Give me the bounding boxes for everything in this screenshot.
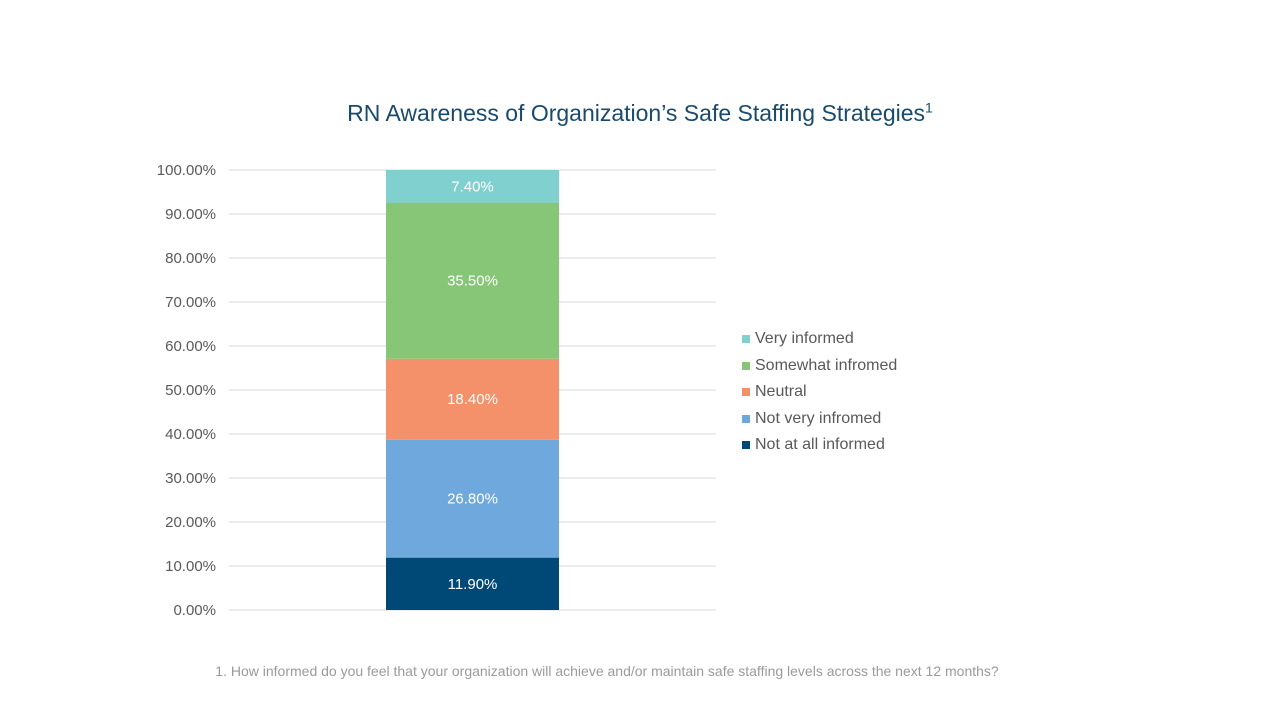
y-tick-label: 0.00% xyxy=(173,602,216,619)
data-label: 35.50% xyxy=(447,273,498,290)
footnote: 1. How informed do you feel that your or… xyxy=(215,663,999,679)
bar-segment xyxy=(386,358,559,440)
y-tick-label: 80.00% xyxy=(165,250,216,267)
legend-label: Very informed xyxy=(755,330,854,348)
legend-item: Not at all informed xyxy=(742,432,897,459)
data-label: 18.40% xyxy=(447,391,498,408)
y-tick-label: 30.00% xyxy=(165,470,216,487)
y-axis-tick-labels: 0.00% 10.00% 20.00% 30.00% 40.00% 50.00% 60.00… xyxy=(157,162,216,619)
legend-item: Not very infromed xyxy=(742,406,897,433)
y-tick-label: 40.00% xyxy=(165,426,216,443)
legend-item: Very informed xyxy=(742,326,897,353)
y-tick-label: 90.00% xyxy=(165,206,216,223)
chart-title-text: RN Awareness of Organization’s Safe Staf… xyxy=(347,100,926,126)
bar-segment xyxy=(386,202,559,359)
legend-swatch xyxy=(742,361,750,370)
segment-data-labels: 11.90% 26.80% 18.40% 35.50% 7.40% xyxy=(447,178,498,593)
legend: Very informed Somewhat infromed Neutral Not… xyxy=(742,326,897,459)
data-label: 26.80% xyxy=(447,491,498,508)
legend-swatch xyxy=(742,388,750,397)
y-tick-label: 70.00% xyxy=(165,294,216,311)
y-tick-label: 60.00% xyxy=(165,338,216,355)
legend-label: Neutral xyxy=(755,383,807,401)
legend-item: Neutral xyxy=(742,379,897,406)
legend-swatch xyxy=(742,335,750,344)
y-tick-label: 20.00% xyxy=(165,514,216,531)
bar-segment xyxy=(386,557,559,610)
bar-segment xyxy=(386,439,559,558)
legend-label: Not very infromed xyxy=(755,409,882,427)
title-footnote-marker: 1 xyxy=(925,99,933,116)
legend-item: Somewhat infromed xyxy=(742,353,897,380)
legend-label: Not at all informed xyxy=(755,436,885,454)
data-label: 11.90% xyxy=(448,576,498,593)
data-label: 7.40% xyxy=(451,178,494,195)
legend-swatch xyxy=(742,441,750,450)
y-tick-label: 50.00% xyxy=(165,382,216,399)
bar-segments xyxy=(386,170,559,610)
legend-swatch xyxy=(742,414,750,423)
y-tick-label: 100.00% xyxy=(157,162,216,179)
legend-label: Somewhat infromed xyxy=(755,356,898,374)
bar-segment xyxy=(386,170,559,203)
y-tick-label: 10.00% xyxy=(165,558,216,575)
chart-title: RN Awareness of Organization’s Safe Staf… xyxy=(0,100,1280,127)
